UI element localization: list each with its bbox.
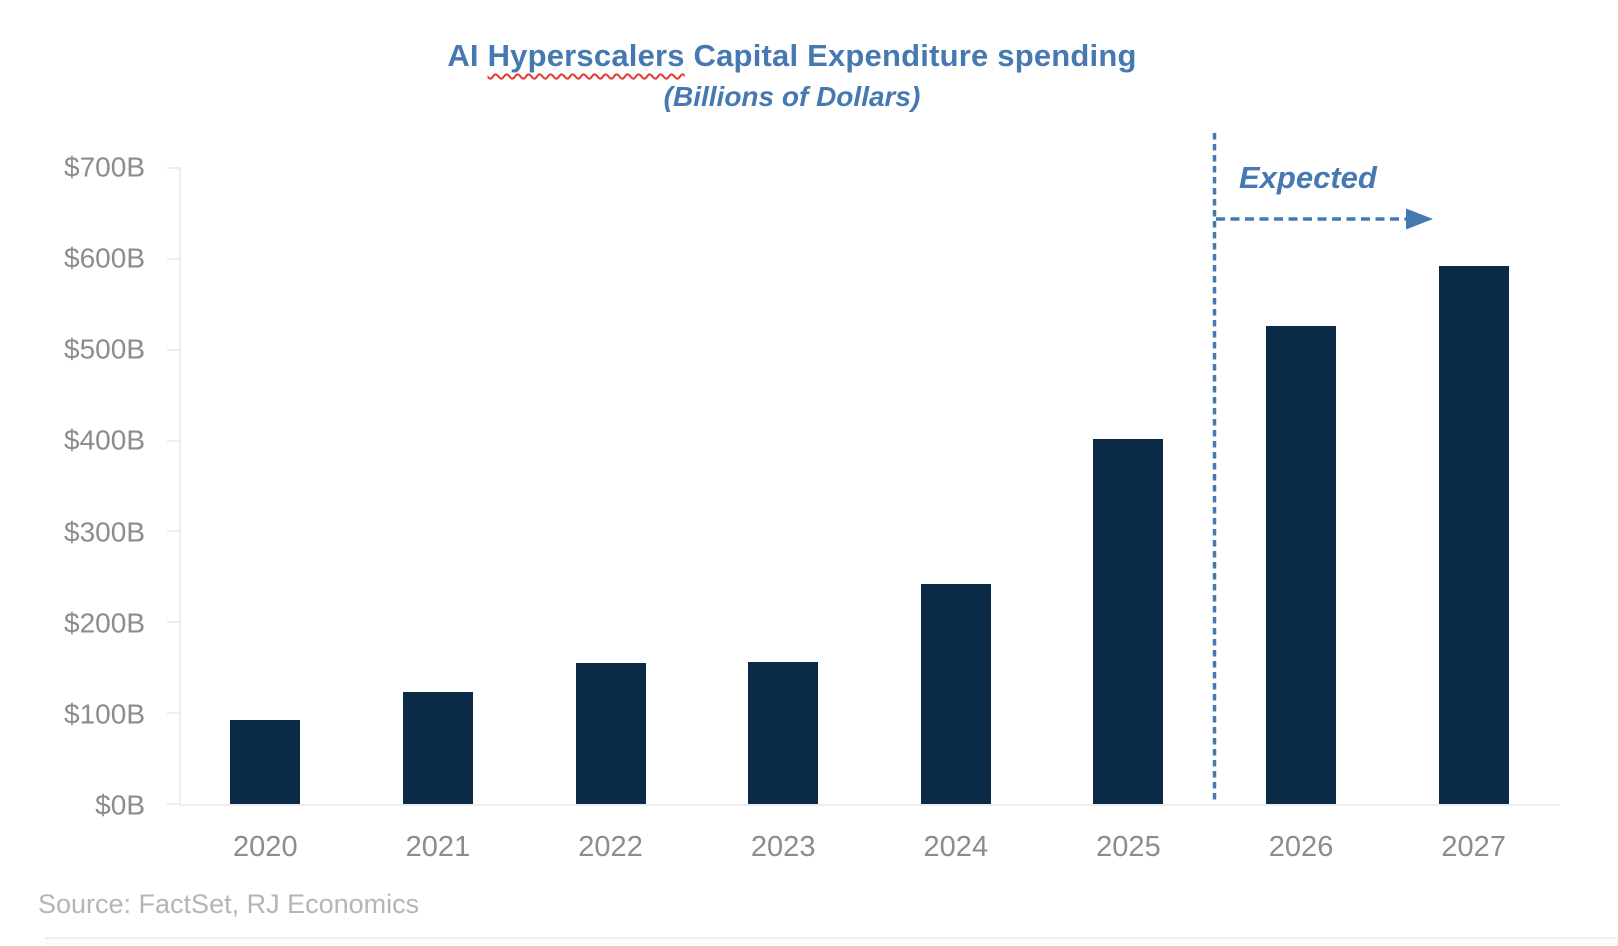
bar-2027 [1438,266,1509,804]
bar-2025 [1093,439,1164,804]
bar-2020 [230,720,301,804]
bar-2023 [748,661,819,804]
x-axis-label-2020: 2020 [233,831,298,863]
x-axis-labels: 2020 2021 2022 2023 2024 2025 2026 2027 [179,831,1560,871]
y-axis-tick-mark [167,439,181,442]
x-axis-label-2025: 2025 [1096,831,1161,863]
x-axis-label-2022: 2022 [578,831,643,863]
y-axis-tick-mark [167,712,181,715]
chart-subtitle: (Billions of Dollars) [663,81,921,112]
y-axis-tick-mark [167,348,181,351]
expected-annotation-label: Expected [1239,160,1377,195]
bar-2024 [920,584,991,804]
y-axis-tick-label: $200B [64,607,145,639]
bottom-divider [45,937,1618,946]
y-axis-tick-mark [167,257,181,260]
y-axis-tick-mark [167,803,181,805]
y-axis-labels: $0B $100B $200B $300B $400B $500B $600B $700B [0,151,148,820]
source-attribution: Source: FactSet, RJ Economics [38,889,420,919]
y-axis-tick-label: $700B [64,151,145,183]
y-axis-tick-label: $500B [64,333,145,365]
chart-title-post: Capital Expenditure spending [684,38,1137,73]
y-axis-tick-mark [167,530,181,533]
y-axis-tick-label: $400B [64,424,145,456]
bar-2021 [402,691,473,804]
chart-title-block: AI Hyperscalers Capital Expenditure spen… [0,38,1584,113]
x-axis-label-2027: 2027 [1441,831,1506,863]
chart-title: AI Hyperscalers Capital Expenditure spen… [0,38,1584,74]
y-axis-tick-mark [167,167,181,169]
chart-title-pre: AI [447,38,488,73]
x-axis-label-2021: 2021 [405,831,471,863]
y-axis-tick-mark [167,621,181,624]
x-axis-label-2026: 2026 [1268,831,1334,863]
x-axis-label-2024: 2024 [923,831,989,863]
y-axis-tick-label: $300B [64,515,145,547]
chart-title-misspelled-word: Hyperscalers [487,38,685,73]
y-axis-tick-label: $100B [64,698,145,730]
y-axis-tick-label: $600B [64,242,145,274]
x-axis-label-2023: 2023 [750,831,816,863]
bar-2026 [1266,325,1337,804]
y-axis-tick-label: $0B [95,789,145,821]
bar-2022 [575,662,646,804]
plot-area [167,167,1560,806]
